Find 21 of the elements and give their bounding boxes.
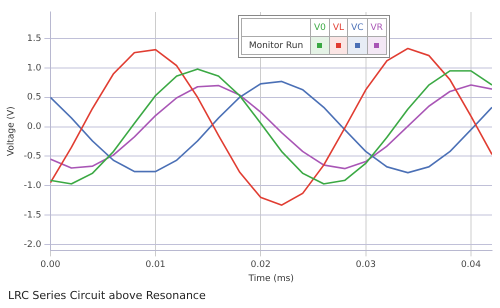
y-tick-label: 0.5 xyxy=(27,92,42,103)
x-tick-label: 0.03 xyxy=(356,260,376,270)
y-tick-label: -0.5 xyxy=(24,152,42,162)
y-tick-label: -1.0 xyxy=(24,180,42,191)
text: V0 xyxy=(310,18,330,36)
legend-title: Monitor Run xyxy=(242,36,310,54)
text: VL xyxy=(329,18,348,36)
text: LRC Series Circuit above Resonance xyxy=(8,289,206,302)
x-tick-label: 0.04 xyxy=(460,260,482,270)
y-tick-label: -1.5 xyxy=(24,210,42,220)
y-tick-label: 1.0 xyxy=(27,63,42,74)
x-tick-label: 0.02 xyxy=(250,260,271,270)
x-axis-title: Time (ms) xyxy=(247,274,294,284)
text: VR xyxy=(367,18,386,36)
x-tick-label: 0.00 xyxy=(40,260,61,270)
y-tick-label: 0.0 xyxy=(27,122,42,132)
text: VC xyxy=(348,18,368,36)
y-tick-label: -2.0 xyxy=(24,240,42,250)
y-axis-title: Voltage (V) xyxy=(6,106,17,156)
x-tick-label: 0.01 xyxy=(145,260,166,270)
y-tick-label: 1.5 xyxy=(27,34,42,44)
